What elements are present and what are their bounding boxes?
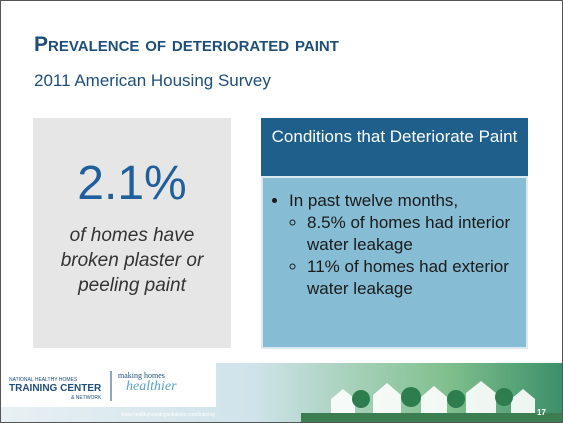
stat-caption: of homes have broken plaster or peeling … [47,223,217,298]
bullet: In past twelve months, 8.5% of homes had… [289,190,516,300]
stat-value: 2.1% [33,156,231,211]
slide-subtitle: 2011 American Housing Survey [34,71,271,91]
sub-bullet: 8.5% of homes had interior water leakage [307,212,516,256]
footer-url: www.healthyhousingsolutions.com/training [121,412,215,418]
conditions-body: In past twelve months, 8.5% of homes had… [261,176,528,349]
bullet-text: In past twelve months, [289,191,458,210]
slide-title: Prevalence of deteriorated paint [34,33,339,57]
bullet-list: In past twelve months, 8.5% of homes had… [273,190,516,300]
slide: Prevalence of deteriorated paint 2011 Am… [0,0,563,423]
sub-bullet-list: 8.5% of homes had interior water leakage… [289,212,516,300]
sub-bullet: 11% of homes had exterior water leakage [307,256,516,300]
tagline-main: healthier [126,379,177,395]
conditions-box: Conditions that Deteriorate Paint In pas… [261,118,528,349]
stat-box: 2.1% of homes have broken plaster or pee… [33,118,231,348]
conditions-heading: Conditions that Deteriorate Paint [261,118,528,176]
ground [301,413,562,422]
footer-band: NATIONAL HEALTHY HOMES TRAINING CENTER &… [1,363,562,422]
page-number: 17 [537,408,546,417]
logo-bottom: & NETWORK [71,395,101,401]
logo-main: TRAINING CENTER [9,383,101,394]
